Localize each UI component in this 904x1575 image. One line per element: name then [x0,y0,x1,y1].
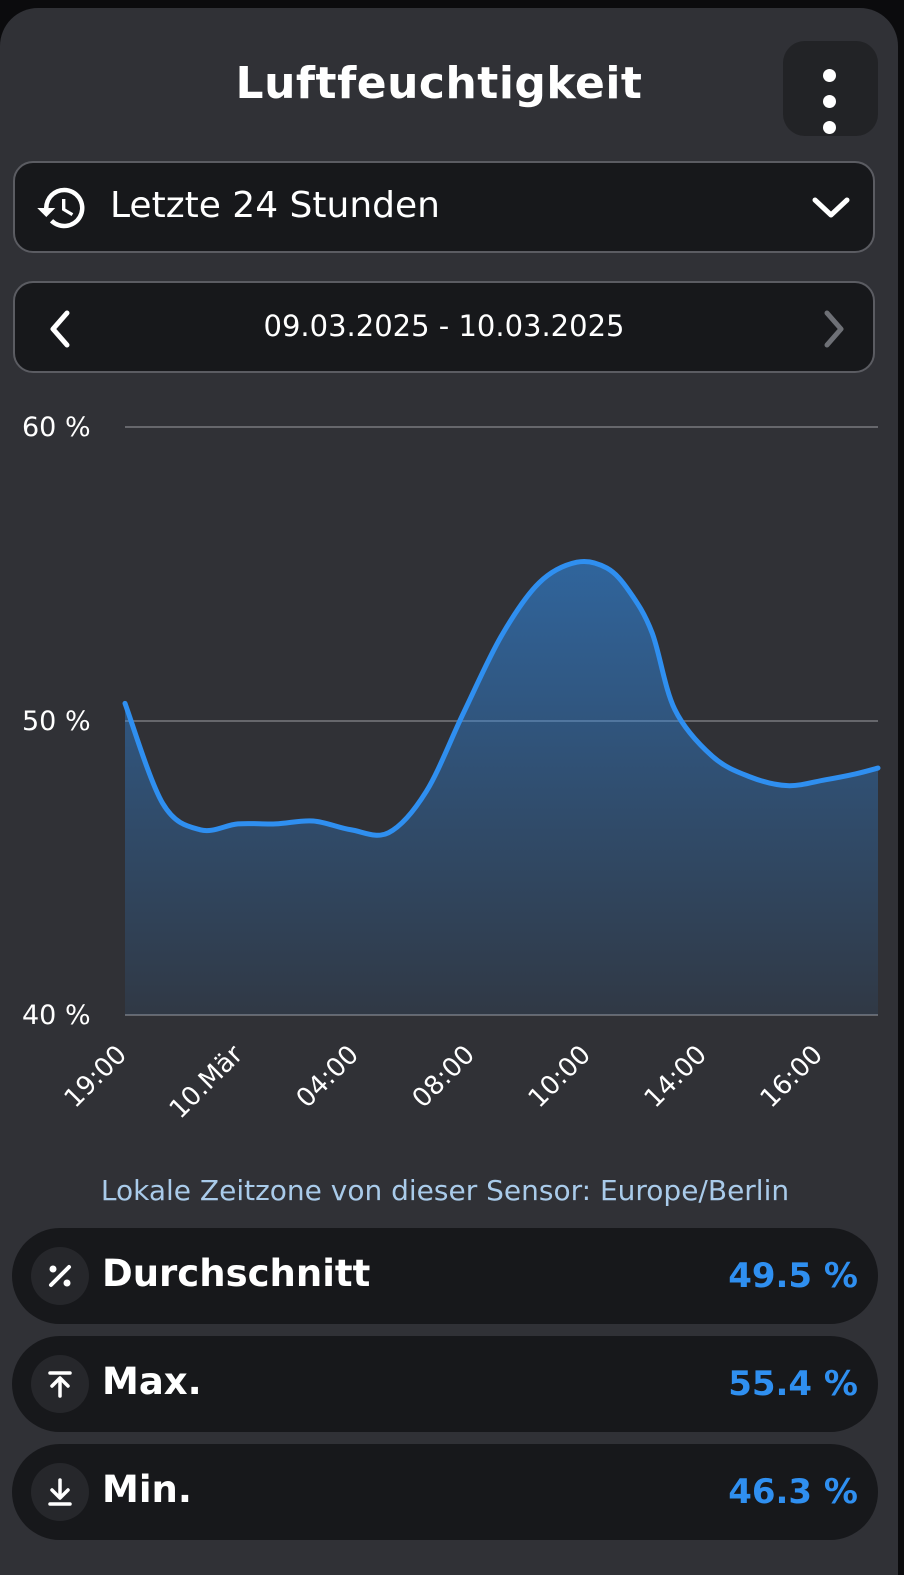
stat-value: 46.3 % [728,1472,858,1512]
time-range-select[interactable]: Letzte 24 Stunden [13,161,875,253]
chevron-down-icon [812,197,850,218]
arrow-up-to-line-icon [31,1355,89,1413]
humidity-chart: 60 % 50 % 40 % 19:00 10.Mär 04:00 08:00 10:00 1… [22,412,881,1125]
humidity-card: Luftfeuchtigkeit Letzte 24 Stunden 09.03… [0,8,898,1575]
x-tick-label: 16:00 [755,1040,829,1114]
date-range-label: 09.03.2025 - 10.03.2025 [263,309,625,343]
more-vert-dot [823,121,836,134]
chevron-right-icon[interactable] [819,309,849,349]
y-tick-label: 40 % [22,1000,91,1031]
stat-max: Max. 55.4 % [12,1336,878,1432]
x-tick-label: 14:00 [639,1040,713,1114]
stat-value: 55.4 % [728,1364,858,1404]
humidity-area [125,561,878,1015]
x-tick-label: 10.Mär [164,1040,249,1125]
stat-label: Durchschnitt [102,1252,371,1295]
more-vert-dot [823,95,836,108]
stat-value: 49.5 % [728,1256,858,1296]
timezone-note: Lokale Zeitzone von dieser Sensor: Europ… [100,1174,790,1207]
more-options-button[interactable] [783,41,878,136]
history-icon [37,187,85,229]
stat-label: Max. [102,1360,202,1403]
percent-icon [31,1247,89,1305]
more-vert-icon [823,69,836,82]
stat-min: Min. 46.3 % [12,1444,878,1540]
page-title: Luftfeuchtigkeit [235,58,643,109]
x-tick-label: 08:00 [407,1040,481,1114]
stat-label: Min. [102,1468,192,1511]
chevron-left-icon[interactable] [45,309,75,349]
x-tick-label: 19:00 [59,1040,133,1114]
x-tick-label: 10:00 [523,1040,597,1114]
humidity-line [122,558,881,838]
date-navigator: 09.03.2025 - 10.03.2025 [13,281,875,373]
y-tick-label: 50 % [22,706,91,737]
arrow-down-to-line-icon [31,1463,89,1521]
time-range-label: Letzte 24 Stunden [110,185,440,226]
stat-average: Durchschnitt 49.5 % [12,1228,878,1324]
x-tick-label: 04:00 [291,1040,365,1114]
y-tick-label: 60 % [22,412,91,443]
